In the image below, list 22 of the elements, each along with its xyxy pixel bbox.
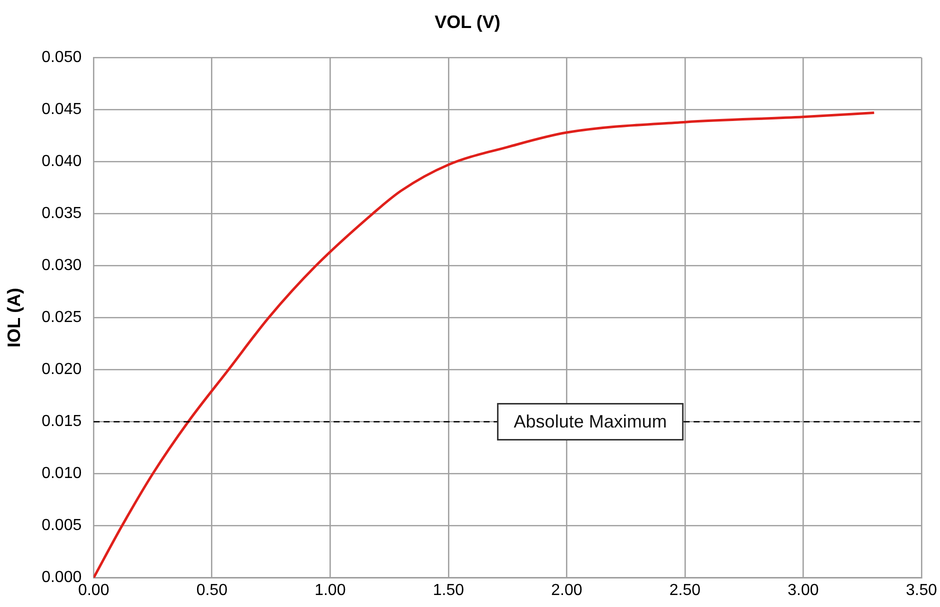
x-tick-label: 3.50 [906,582,938,599]
x-tick-label: 2.00 [551,582,582,599]
ref-line-label: Absolute Maximum [514,412,667,432]
x-tick-label: 0.00 [78,582,110,599]
x-tick-label: 1.00 [314,582,346,599]
y-tick-label: 0.040 [42,153,82,170]
x-tick-label: 1.50 [432,582,464,599]
x-tick-label: 3.00 [788,582,819,599]
y-tick-label: 0.035 [42,205,82,222]
y-tick-label: 0.050 [42,49,82,66]
y-axis-title: IOL (A) [4,288,24,348]
x-tick-label: 0.50 [196,582,228,599]
y-tick-label: 0.015 [42,413,82,430]
y-tick-label: 0.045 [42,101,82,118]
y-tick-label: 0.010 [42,465,82,482]
y-tick-label: 0.020 [42,361,82,378]
line-series [94,111,876,578]
y-tick-label: 0.025 [42,309,82,326]
x-tick-label: 2.50 [669,582,701,599]
y-tick-label: 0.005 [42,517,82,534]
y-tick-label: 0.030 [42,257,82,274]
chart-title: VOL (V) [434,12,500,32]
